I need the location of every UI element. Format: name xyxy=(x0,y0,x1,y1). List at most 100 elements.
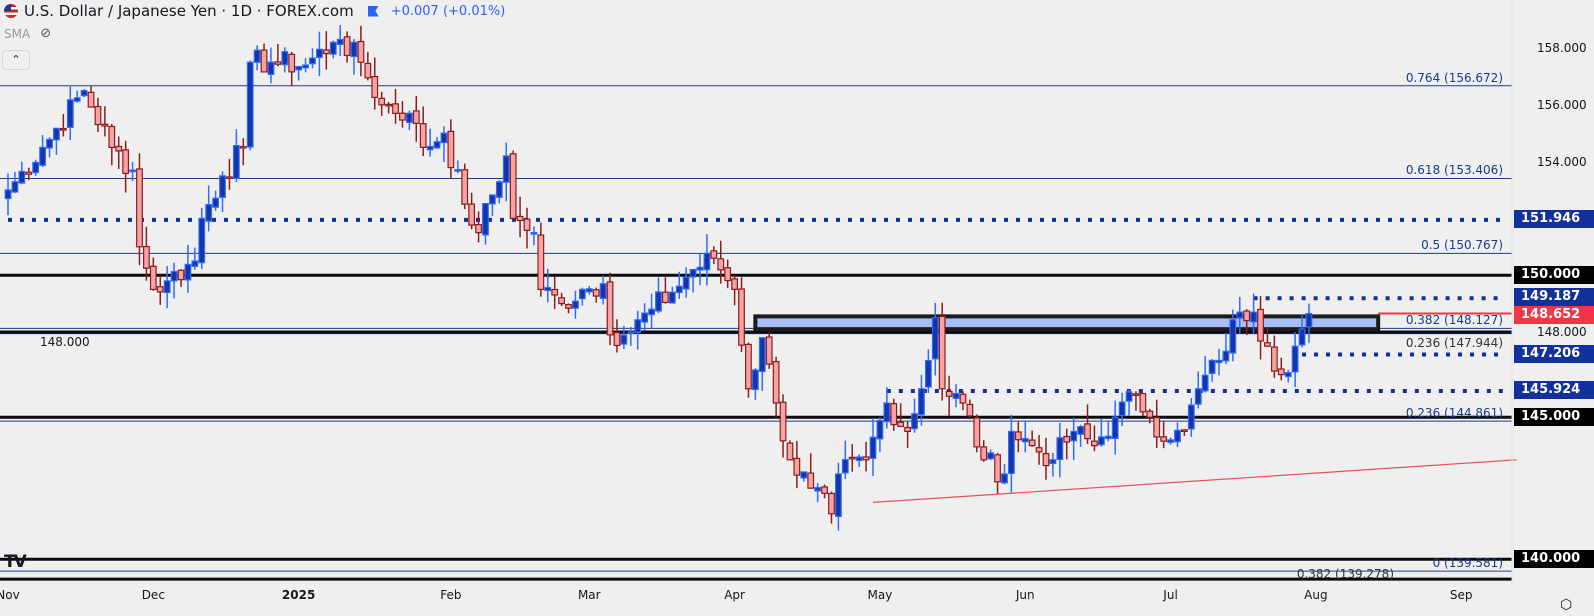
symbol-title[interactable]: U.S. Dollar / Japanese Yen · 1D · FOREX.… xyxy=(24,2,354,20)
collapse-legend-button[interactable]: ⌃ xyxy=(2,50,30,70)
candle-down xyxy=(177,269,185,281)
candle-up xyxy=(751,369,759,391)
candle-up xyxy=(1284,372,1292,378)
price-level-tag: 145.000 xyxy=(1514,408,1594,427)
candle-down xyxy=(260,49,268,73)
candle-down xyxy=(1028,439,1036,447)
candle-up xyxy=(18,170,26,184)
candle-up xyxy=(4,189,12,200)
candle-down xyxy=(973,417,981,448)
time-axis-tick: Feb xyxy=(440,588,462,602)
candle-up xyxy=(295,65,303,71)
trendline xyxy=(872,459,1517,503)
candle-down xyxy=(122,149,130,174)
candle-up xyxy=(1201,374,1209,392)
candle-up xyxy=(641,312,649,323)
price-level-tag: 147.206 xyxy=(1514,344,1594,363)
candle-down xyxy=(1160,436,1168,442)
candle-down xyxy=(592,289,600,297)
candle-up xyxy=(585,288,593,293)
candle-down xyxy=(87,91,95,108)
settings-icon[interactable]: ⬡ xyxy=(1560,597,1573,613)
candle-down xyxy=(1264,342,1271,347)
candle-up xyxy=(800,471,808,479)
candle-down xyxy=(661,291,669,303)
candle-down xyxy=(904,426,911,432)
candle-up xyxy=(184,263,192,281)
candle-up xyxy=(440,132,448,144)
time-axis-tick: Apr xyxy=(724,588,745,602)
candle-down xyxy=(1091,440,1098,447)
candle-up xyxy=(696,266,704,271)
candle-down xyxy=(343,36,351,57)
candle-up xyxy=(952,392,960,400)
candle-up xyxy=(39,146,46,166)
candle-up xyxy=(433,141,441,149)
candle-up xyxy=(1187,404,1195,430)
candle-down xyxy=(136,168,143,248)
candle-up xyxy=(924,359,932,388)
candle-up xyxy=(841,458,849,474)
candle-up xyxy=(329,41,337,55)
candle-down xyxy=(1243,310,1251,322)
tradingview-logo[interactable]: TV xyxy=(4,552,27,572)
candle-down xyxy=(115,145,123,152)
candle-up xyxy=(834,473,842,518)
candle-up xyxy=(46,138,53,149)
candle-up xyxy=(918,388,925,416)
candle-up xyxy=(405,112,413,123)
price-level-tag: 149.187 xyxy=(1514,288,1594,307)
candle-down xyxy=(994,454,1001,483)
candle-down xyxy=(475,223,482,234)
candle-up xyxy=(32,161,40,174)
hidden-eye-icon[interactable]: ⊘ xyxy=(40,26,52,41)
candle-up xyxy=(1056,437,1064,460)
candle-down xyxy=(412,110,420,124)
candle-down xyxy=(1063,435,1071,443)
time-axis-tick: May xyxy=(867,588,893,602)
candle-down xyxy=(1139,392,1147,413)
candle-up xyxy=(1174,429,1181,443)
candle-down xyxy=(1270,346,1278,372)
candle-down xyxy=(606,281,614,336)
candle-up xyxy=(1021,438,1029,443)
candle-down xyxy=(371,76,379,99)
candle-up xyxy=(689,268,697,278)
candle-down xyxy=(468,203,476,226)
fib-level-label: 0 (139.581) xyxy=(1432,556,1503,571)
candle-up xyxy=(267,61,275,75)
candle-up xyxy=(675,285,683,294)
candle-down xyxy=(793,457,801,476)
candle-up xyxy=(1222,350,1230,362)
candle-up xyxy=(454,169,462,172)
candle-up xyxy=(572,300,579,309)
time-axis-tick: 2025 xyxy=(281,588,316,602)
candle-up xyxy=(212,197,220,208)
candle-up xyxy=(253,49,261,63)
candle-down xyxy=(717,258,725,271)
candle-down xyxy=(143,245,150,269)
time-axis-tick: Mar xyxy=(577,588,601,602)
price-level-tag: 145.924 xyxy=(1514,380,1594,399)
candle-up xyxy=(1215,359,1223,364)
candle-down xyxy=(1084,423,1091,440)
sma-indicator-label[interactable]: SMA xyxy=(4,26,31,41)
candle-down xyxy=(1035,447,1043,453)
candle-up xyxy=(66,99,74,128)
candle-down xyxy=(745,343,752,390)
time-axis-tick: Dec xyxy=(141,588,165,602)
last-price-tag: 148.652 xyxy=(1514,306,1594,325)
candle-up xyxy=(1104,435,1112,440)
candle-down xyxy=(565,303,572,309)
candle-down xyxy=(288,53,296,73)
candle-down xyxy=(738,288,745,346)
candle-up xyxy=(11,181,19,193)
candle-down xyxy=(724,267,732,282)
fib-level-label: 0.5 (150.767) xyxy=(1421,238,1503,253)
candle-up xyxy=(1305,312,1313,328)
candle-up xyxy=(855,456,863,462)
candle-down xyxy=(537,234,545,290)
candle-up xyxy=(620,334,628,345)
candle-down xyxy=(392,103,399,114)
